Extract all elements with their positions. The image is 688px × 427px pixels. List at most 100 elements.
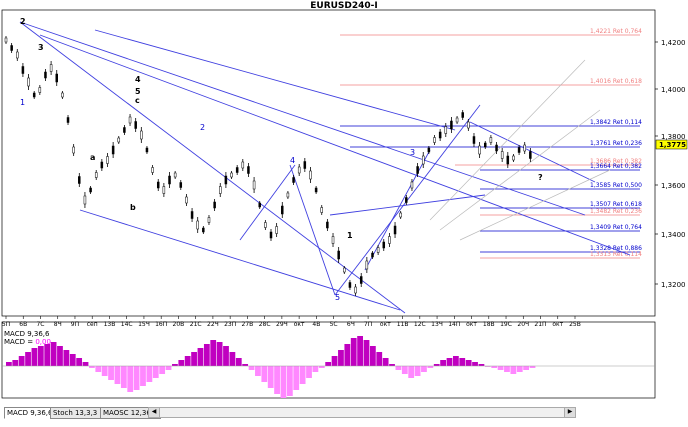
chart-title: EURUSD240-I: [310, 1, 378, 11]
channel-line: [239, 164, 296, 241]
macd-bar: [127, 366, 134, 392]
macd-bar: [338, 350, 344, 366]
macd-bar: [216, 342, 223, 366]
candle-body: [438, 131, 442, 139]
macd-label: MACD 9,36,6: [4, 330, 50, 338]
macd-bar: [504, 366, 510, 372]
candle-body: [433, 137, 436, 143]
candle-body: [27, 77, 30, 87]
candle-body: [247, 166, 250, 174]
time-axis-label: 5С: [330, 321, 338, 328]
candle-body: [44, 71, 47, 79]
channel-line: [364, 149, 431, 271]
price-axis-label: 1,3800: [661, 133, 686, 141]
wave-label: 4: [290, 156, 295, 165]
channel-line: [289, 164, 336, 296]
macd-bar: [25, 352, 31, 366]
fib-level-label: 1,3482 Ret 0,236: [590, 208, 642, 215]
macd-value-row: MACD = 0,00: [4, 338, 51, 346]
candle-body: [140, 130, 143, 140]
macd-bar: [491, 366, 498, 368]
macd-bar: [82, 362, 89, 366]
macd-bar: [223, 346, 229, 366]
macd-bar: [165, 366, 172, 370]
macd-bar: [89, 366, 95, 368]
macd-bar: [133, 366, 140, 390]
macd-bar: [414, 366, 421, 376]
time-axis-label: 14П: [448, 321, 460, 328]
macd-bar: [440, 360, 447, 366]
candle-body: [286, 192, 290, 198]
candle-body: [134, 121, 137, 129]
macd-bar: [382, 358, 389, 366]
macd-bar: [57, 346, 63, 366]
candle-body: [399, 212, 402, 218]
fan-line: [439, 109, 601, 231]
macd-bar: [63, 350, 70, 366]
candle-body: [224, 175, 228, 185]
macd-bar: [6, 362, 12, 366]
candle-body: [297, 166, 301, 174]
candle-body: [128, 116, 132, 124]
macd-bar: [76, 358, 83, 366]
macd-bar: [261, 366, 268, 382]
wave-label: 5: [135, 87, 141, 96]
time-axis-label: 6В: [19, 321, 27, 328]
fan-line: [459, 169, 611, 241]
macd-bar: [172, 364, 178, 366]
time-axis-label: 11В: [397, 321, 409, 328]
time-axis-label: 5П: [2, 321, 10, 328]
macd-bar: [286, 366, 293, 396]
macd-bar: [306, 366, 312, 378]
macd-bar: [95, 366, 102, 372]
candle-body: [444, 126, 448, 134]
horizontal-scrollbar[interactable]: ◀ ▶: [148, 407, 576, 418]
candle-body: [123, 127, 126, 133]
candle-body: [393, 225, 397, 235]
time-axis-label: 7С: [36, 321, 44, 328]
macd-bar: [197, 348, 204, 366]
wave-label: 4: [135, 75, 141, 84]
macd-bar: [274, 366, 280, 394]
macd-bar: [452, 356, 459, 366]
candle-body: [258, 202, 261, 208]
candle-body: [230, 172, 233, 178]
macd-value-prefix: MACD =: [4, 338, 36, 346]
macd-bar: [395, 366, 402, 370]
fib-level-label: 1,3686 Ret 0,382: [590, 158, 642, 165]
macd-bar: [318, 366, 325, 368]
time-axis-label: окт: [552, 321, 563, 328]
candle-body: [78, 176, 81, 184]
candle-body: [512, 155, 515, 161]
macd-bar: [421, 366, 427, 372]
candle-body: [168, 175, 171, 185]
price-axis-label: 1,3200: [661, 281, 686, 289]
channel-line: [469, 121, 596, 183]
scroll-right-button[interactable]: ▶: [564, 408, 575, 417]
time-axis-label: окт: [380, 321, 391, 328]
macd-bar: [516, 366, 523, 372]
price-axis-label: 1,4000: [661, 86, 686, 94]
candle-body: [207, 217, 211, 223]
candle-body: [472, 136, 476, 144]
macd-bar: [44, 344, 51, 366]
wave-label: b: [130, 203, 136, 212]
candle-body: [162, 186, 166, 194]
candle-body: [421, 155, 425, 165]
macd-bar: [18, 356, 25, 366]
wave-label: 5: [335, 293, 340, 302]
candle-body: [38, 87, 42, 93]
wave-label: 1: [20, 98, 25, 107]
channel-line: [39, 34, 631, 256]
channel-line: [19, 21, 406, 314]
scroll-left-button[interactable]: ◀: [149, 408, 160, 417]
indicator-tab[interactable]: MACD 9,36,6: [4, 407, 56, 419]
macd-bar: [510, 366, 517, 374]
fib-level-label: 1,3585 Ret 0,500: [590, 182, 642, 189]
macd-bar: [401, 366, 408, 374]
time-axis-label: 13Ч: [431, 321, 443, 328]
macd-bar: [101, 366, 108, 376]
candle-body: [151, 167, 154, 173]
candle-body: [303, 161, 307, 169]
